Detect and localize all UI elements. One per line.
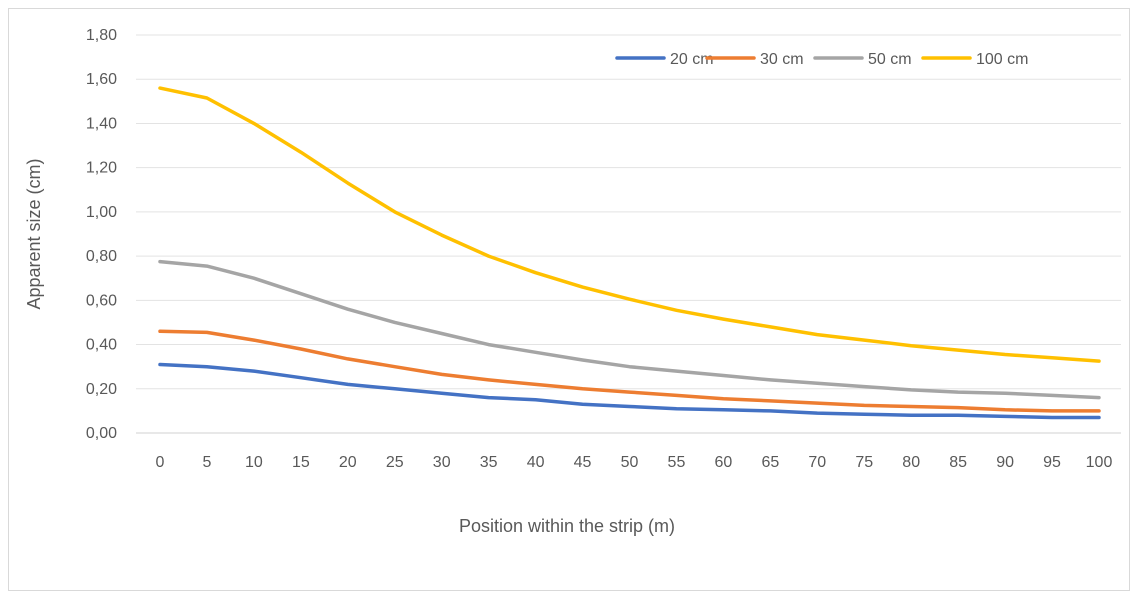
x-axis-title: Position within the strip (m) bbox=[459, 516, 675, 536]
x-tick-label: 35 bbox=[480, 454, 498, 471]
legend: 20 cm 30 cm 50 cm 100 cm bbox=[615, 51, 1028, 68]
x-axis-tick-labels: 0 5 10 15 20 25 30 35 40 45 50 55 60 65 70 75 80 85 90 95 10… bbox=[156, 454, 1113, 471]
x-tick-label: 75 bbox=[855, 454, 873, 471]
y-axis-title: Apparent size (cm) bbox=[24, 158, 44, 309]
x-tick-label: 45 bbox=[574, 454, 592, 471]
legend-label: 30 cm bbox=[760, 51, 804, 68]
y-tick-label: 0,20 bbox=[86, 381, 117, 398]
y-tick-label: 1,60 bbox=[86, 71, 117, 88]
y-tick-label: 0,00 bbox=[86, 425, 117, 442]
x-tick-label: 60 bbox=[715, 454, 733, 471]
y-tick-label: 1,80 bbox=[86, 27, 117, 44]
y-axis-tick-labels: 0,00 0,20 0,40 0,60 0,80 1,00 1,20 1,40 1,60 1,80 bbox=[86, 27, 117, 442]
line-chart: 0,00 0,20 0,40 0,60 0,80 1,00 1,20 1,40 1,60 1,80… bbox=[24, 27, 1121, 536]
y-tick-label: 1,40 bbox=[86, 115, 117, 132]
x-tick-label: 100 bbox=[1086, 454, 1113, 471]
legend-label: 100 cm bbox=[976, 51, 1028, 68]
x-tick-label: 85 bbox=[949, 454, 967, 471]
y-tick-label: 0,40 bbox=[86, 337, 117, 354]
y-tick-label: 1,20 bbox=[86, 160, 117, 177]
x-tick-label: 30 bbox=[433, 454, 451, 471]
x-tick-label: 95 bbox=[1043, 454, 1061, 471]
y-tick-label: 0,60 bbox=[86, 292, 117, 309]
x-tick-label: 0 bbox=[156, 454, 165, 471]
x-tick-label: 90 bbox=[996, 454, 1014, 471]
x-tick-label: 10 bbox=[245, 454, 263, 471]
y-tick-label: 0,80 bbox=[86, 248, 117, 265]
x-tick-label: 50 bbox=[621, 454, 639, 471]
legend-label: 50 cm bbox=[868, 51, 912, 68]
series-line-100-cm bbox=[158, 86, 1101, 363]
chart-frame: 0,00 0,20 0,40 0,60 0,80 1,00 1,20 1,40 1,60 1,80… bbox=[8, 8, 1130, 591]
y-tick-label: 1,00 bbox=[86, 204, 117, 221]
series-line-30-cm bbox=[158, 329, 1101, 413]
x-tick-label: 40 bbox=[527, 454, 545, 471]
x-tick-label: 80 bbox=[902, 454, 920, 471]
series-lines bbox=[158, 86, 1101, 420]
x-tick-label: 20 bbox=[339, 454, 357, 471]
series-line-20-cm bbox=[158, 362, 1101, 420]
x-tick-label: 55 bbox=[668, 454, 686, 471]
gridlines bbox=[136, 34, 1121, 434]
series-line-50-cm bbox=[158, 259, 1101, 400]
x-tick-label: 5 bbox=[202, 454, 211, 471]
x-tick-label: 65 bbox=[761, 454, 779, 471]
x-tick-label: 15 bbox=[292, 454, 310, 471]
x-tick-label: 70 bbox=[808, 454, 826, 471]
x-tick-label: 25 bbox=[386, 454, 404, 471]
legend-label: 20 cm bbox=[670, 51, 714, 68]
